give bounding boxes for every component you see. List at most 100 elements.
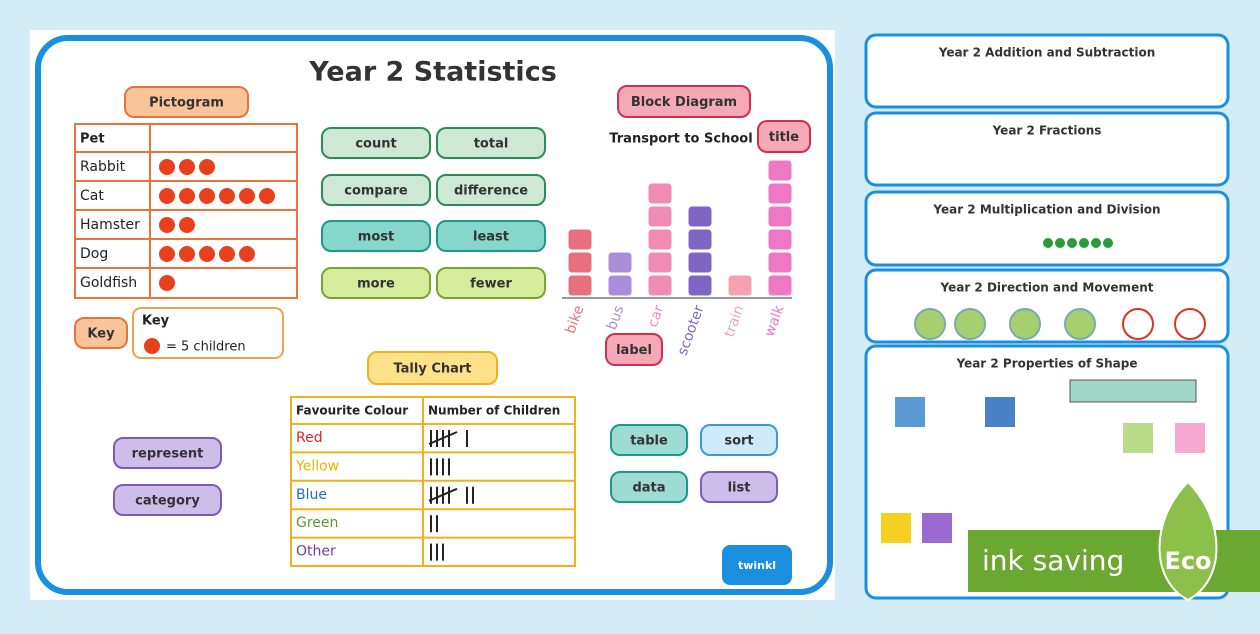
thumb-dot [1055,238,1065,248]
thumb-shape [1175,423,1205,453]
block [687,251,713,274]
block [767,205,793,228]
pictogram-label: Pictogram [149,96,224,111]
key-box [132,307,284,359]
block [647,205,673,228]
vocab-word: total [474,137,509,152]
vocab-word: fewer [470,277,512,292]
badge-box [722,545,792,585]
tally-marks [430,543,444,561]
vocab-word-box [321,174,431,206]
thumb-shape [985,397,1015,427]
tally-label-box [367,351,498,385]
tally-strike [428,431,458,445]
vocab-word: least [473,230,509,245]
symbol [179,217,195,233]
block-label-box [617,85,751,118]
thumb-icon [954,308,986,340]
pictogram-count [159,217,195,233]
thumb-dot [1091,238,1101,248]
pictogram-count [159,246,255,262]
block [687,205,713,228]
symbol [219,246,235,262]
block-label: Block Diagram [631,95,737,110]
thumb-shape [895,397,925,427]
vocab-word-box [321,220,431,252]
vocab-word-box [321,267,431,299]
thumb-shape [922,513,952,543]
thumb-shape [1123,423,1153,453]
eco-text: ink saving [982,544,1124,577]
vocab-word-box [700,424,778,456]
block-stack [607,251,633,297]
symbol [219,188,235,204]
thumbnail-card [864,111,1230,187]
key-symbol [144,338,160,354]
block [607,251,633,274]
vocab-word-box [436,174,546,206]
pictogram-label-box [124,86,249,118]
pictogram-count [159,159,215,175]
colour-name: Blue [296,487,327,503]
block [687,274,713,297]
vocab-word-box [113,437,222,469]
vocab-word: table [630,434,668,449]
block-stack [687,205,713,297]
thumb-strip [1069,379,1197,403]
eco-tag: Eco [1164,547,1211,575]
block [767,159,793,182]
pictogram-count [159,275,175,291]
tally-strike [428,487,458,502]
key-button: Key [87,327,115,342]
block [607,274,633,297]
thumbnail-title: Year 2 Properties of Shape [955,357,1137,371]
colour-name: Red [296,430,323,446]
label-tag-box [605,333,663,366]
symbol [179,188,195,204]
thumb-icon [1174,308,1206,340]
block [647,228,673,251]
block-stack [767,159,793,297]
title-tag-box [757,120,811,153]
colour-name: Other [296,544,336,560]
vocab-word-box [610,424,688,456]
thumb-dot [1079,238,1089,248]
symbol [159,217,175,233]
tally-marks [428,486,474,504]
symbol [179,246,195,262]
vocab-word: category [135,494,200,509]
symbol [179,159,195,175]
symbol [259,188,275,204]
eco-leaf [1158,480,1218,602]
block-stack [727,274,753,297]
block [567,228,593,251]
pictogram-header: Pet [80,132,105,147]
thumb-icon [1064,308,1096,340]
symbol [199,246,215,262]
thumb-icon [914,308,946,340]
block-stack [647,182,673,297]
thumb-dot [1067,238,1077,248]
title: Year 2 Statistics [308,57,557,88]
vocab-word: sort [724,434,753,449]
pet-name: Dog [80,246,108,262]
category-label: car [645,303,668,329]
thumbnail-card [864,33,1230,109]
thumb-icon [1009,308,1041,340]
thumbnail-title: Year 2 Direction and Movement [940,281,1154,295]
vocab-word: most [358,230,394,245]
tally-marks [428,430,468,447]
key-button-box [74,317,128,349]
block-stack [567,228,593,297]
vocab-word: more [357,277,395,292]
block [767,274,793,297]
vocab-word-box [436,267,546,299]
thumbnail-title: Year 2 Addition and Subtraction [938,46,1156,60]
block [767,228,793,251]
symbol [199,159,215,175]
chart-title: Transport to School [609,132,752,147]
block [727,274,753,297]
pet-name: Rabbit [80,159,126,175]
title-tag: title [769,130,799,145]
